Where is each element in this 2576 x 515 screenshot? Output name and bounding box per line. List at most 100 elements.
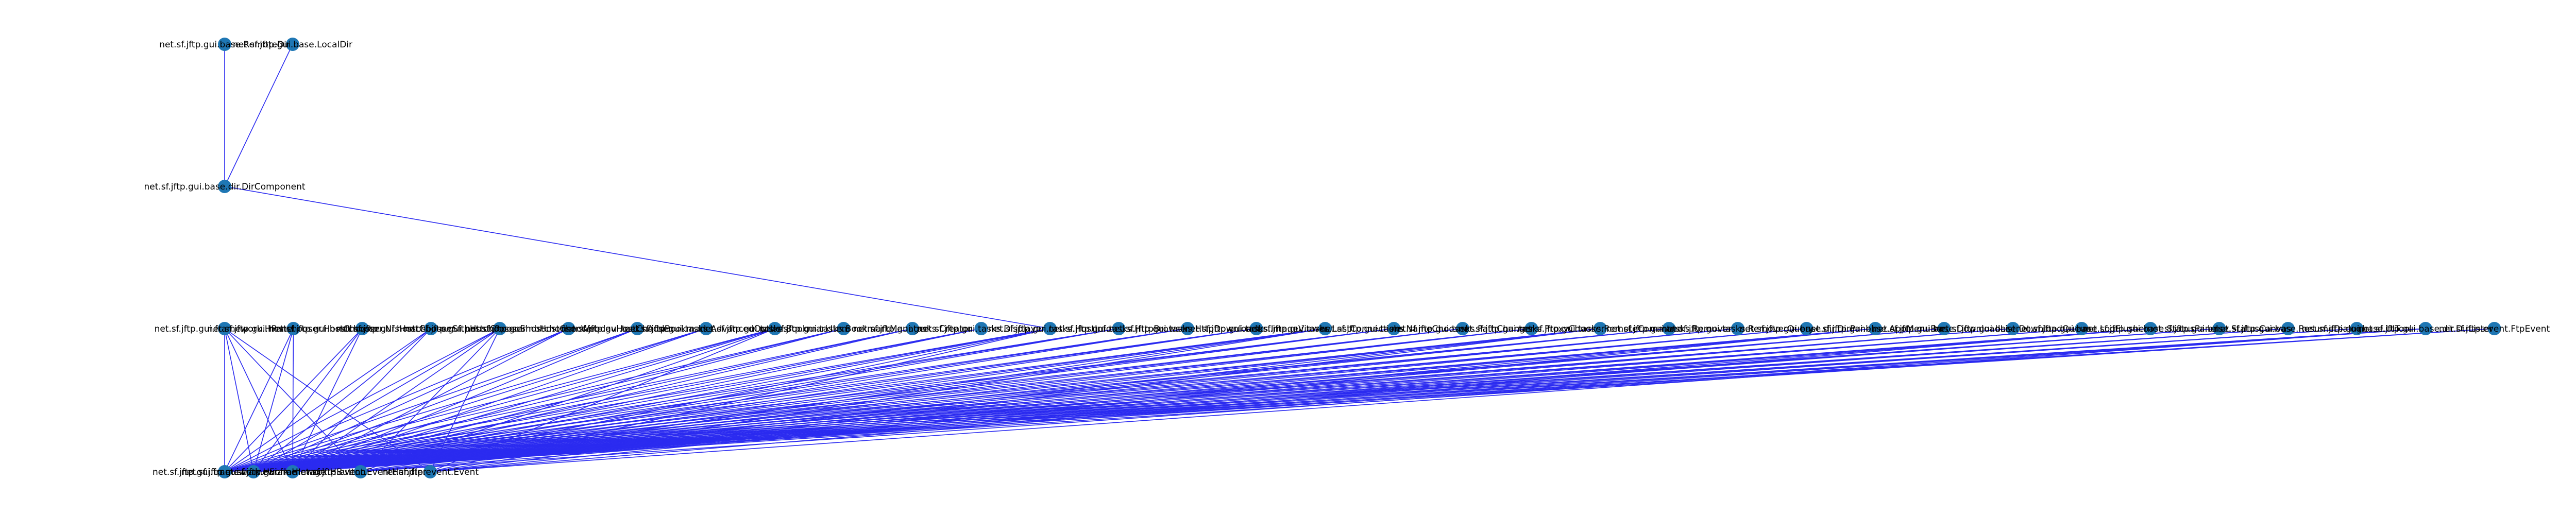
edge-net-sf-jftp-gui-framework-hpanel-to-net-sf-jftp-gui-framework-himage: [224, 328, 254, 472]
node-net-sf-jftp-gui-tasks-displayer: [974, 322, 988, 335]
node-label-net-sf-jftp-gui-tasks-displayer: net.sf.jftp.gui.tasks.Displayer: [918, 324, 1045, 334]
node-label-net-sf-jftp-gui-framework-hbutton: net.sf.jftp.gui.framework.HButton: [219, 467, 366, 477]
node-net-sf-jftp-gui-base-statuscanvas: [2212, 322, 2226, 335]
edge-net-sf-jftp-gui-tasks-bookmarkmanager-to-net-sf-jftp-gui-framework-hframe: [224, 328, 844, 472]
node-label-net-sf-jftp-gui-tasks-removerquery: net.sf.jftp.gui.tasks.RemoverQuery: [1662, 324, 1814, 334]
edge-net-sf-jftp-gui-hostchooser-webdavhostchooser-to-net-sf-jftp-gui-framework-hframe: [224, 328, 569, 472]
node-label-net-sf-jftp-gui-tasks-pathchanger: net.sf.jftp.gui.tasks.PathChanger: [1392, 324, 1534, 334]
node-label-net-sf-jftp-gui-tasks-bookmarkitem: net.sf.jftp.gui.tasks.BookmarkItem: [700, 324, 850, 334]
node-net-sf-jftp-event-event: [423, 465, 437, 478]
node-label-net-sf-jftp-gui-base-dir-dirlister: net.sf.jftp.gui.base.dir.DirLister: [2358, 324, 2493, 334]
node-label-net-sf-jftp-gui-base-appmenubar: net.sf.jftp.gui.base.AppMenuBar: [1805, 324, 1945, 334]
node-label-net-sf-jftp-gui-tasks-remover: net.sf.jftp.gui.tasks.Remover: [1606, 324, 1732, 334]
node-net-sf-jftp-gui-framework-himage: [247, 465, 260, 478]
node-net-sf-jftp-gui-base-remotedir: [218, 38, 231, 51]
node-net-sf-jftp-gui-hostchooser-sftphostchooser: [424, 322, 438, 335]
edge-net-sf-jftp-event-ftpevent-to-net-sf-jftp-gui-framework-hbutton: [292, 328, 2495, 472]
node-net-sf-jftp-gui-tasks-namechooser: [1387, 322, 1401, 335]
node-net-sf-jftp-gui-tasks-creator: [906, 322, 919, 335]
label-layer: net.sf.jftp.gui.base.RemoteDirnet.sf.jft…: [144, 40, 2550, 477]
node-label-net-sf-jftp-gui-base-remotedir: net.sf.jftp.gui.base.RemoteDir: [159, 40, 290, 50]
node-label-net-sf-jftp-event-ftpevent: net.sf.jftp.event.FtpEvent: [2439, 324, 2550, 334]
node-net-sf-jftp-gui-base-statuspanel: [2144, 322, 2157, 335]
node-net-sf-jftp-gui-framework-hbutton: [286, 465, 299, 478]
node-label-net-sf-jftp-gui-framework-himage: net.sf.jftp.gui.framework.HImage: [181, 467, 326, 477]
node-net-sf-jftp-gui-base-dir-dircomponent: [218, 180, 231, 193]
edge-net-sf-jftp-gui-tasks-lastconnections-to-net-sf-jftp-gui-framework-hframe: [224, 328, 1326, 472]
node-net-sf-jftp-gui-tasks-proxychooser: [1524, 322, 1538, 335]
node-net-sf-jftp-gui-tasks-remover: [1662, 322, 1676, 335]
node-net-sf-jftp-gui-tasks-hostinfo: [1043, 322, 1057, 335]
node-label-net-sf-jftp-gui-tasks-proxychooser: net.sf.jftp.gui.tasks.ProxyChooser: [1459, 324, 1605, 334]
node-label-net-sf-jftp-gui-base-uitool: net.sf.jftp.gui.base.UITool: [2302, 324, 2412, 334]
edge-net-sf-jftp-gui-tasks-bookmarkitem-to-net-sf-jftp-gui-framework-hframe: [224, 328, 775, 472]
node-net-sf-jftp-gui-tasks-lastconnections: [1318, 322, 1332, 335]
edge-net-sf-jftp-gui-base-dir-dirlister-to-net-sf-jftp-gui-framework-himage: [253, 328, 2426, 472]
node-net-sf-jftp-gui-tasks-advancedoptions: [699, 322, 713, 335]
edge-layer: [224, 44, 2495, 472]
node-label-net-sf-jftp-gui-base-downloadlist: net.sf.jftp.gui.base.DownloadList: [1873, 324, 2016, 334]
node-net-sf-jftp-gui-base-logflusher: [2075, 322, 2089, 335]
node-label-net-sf-jftp-gui-base-localdir: net.sf.jftp.gui.base.LocalDir: [233, 40, 352, 50]
node-net-sf-jftp-gui-base-localdir: [286, 38, 299, 51]
node-label-net-sf-jftp-gui-base-statuspanel: net.sf.jftp.gui.base.StatusPanel: [2082, 324, 2218, 334]
node-label-net-sf-jftp-event-event: net.sf.jftp.event.Event: [382, 467, 479, 477]
node-net-sf-jftp-gui-base-downloadlist: [1937, 322, 1951, 335]
edge-net-sf-jftp-gui-tasks-addbookmarks-to-net-sf-jftp-gui-framework-hframe: [224, 328, 638, 472]
node-label-net-sf-jftp-gui-tasks-remotecommand: net.sf.jftp.gui.tasks.RemoteCommand: [1518, 324, 1683, 334]
edge-net-sf-jftp-gui-tasks-hostinfo-to-net-sf-jftp-gui-framework-hframe: [224, 328, 1050, 472]
edge-net-sf-jftp-gui-tasks-displayer-to-net-sf-jftp-gui-framework-hframe: [224, 328, 981, 472]
node-label-net-sf-jftp-gui-base-dir-dircomponent: net.sf.jftp.gui.base.dir.DirComponent: [144, 182, 305, 192]
node-label-net-sf-jftp-gui-tasks-hostinfo: net.sf.jftp.gui.tasks.HostInfo: [989, 324, 1111, 334]
node-label-net-sf-jftp-gui-tasks-httpbrowser: net.sf.jftp.gui.tasks.HttpBrowser: [1048, 324, 1189, 334]
node-net-sf-jftp-gui-base-uitool: [2350, 322, 2364, 335]
edge-net-sf-jftp-gui-tasks-advancedoptions-to-net-sf-jftp-gui-framework-hframe: [224, 328, 706, 472]
edge-net-sf-jftp-gui-tasks-creator-to-net-sf-jftp-gui-framework-hframe: [224, 328, 913, 472]
node-net-sf-jftp-gui-hostchooser-nfshostchooser: [355, 322, 369, 335]
edge-net-sf-jftp-gui-tasks-removerquery-to-net-sf-jftp-gui-framework-hframe: [224, 328, 1738, 472]
node-net-sf-jftp-gui-hostchooser-hostchooser: [286, 322, 300, 335]
node-net-sf-jftp-gui-framework-hframe: [218, 465, 231, 478]
node-net-sf-jftp-gui-tasks-bookmarkitem: [768, 322, 782, 335]
node-label-net-sf-jftp-gui-hostchooser-sftphostchooser: net.sf.jftp.gui.hostchooser.SftpHostChoo…: [336, 324, 526, 334]
node-net-sf-jftp-event-ftpevent: [2487, 322, 2501, 335]
node-net-sf-jftp-gui-tasks-httpbrowser: [1112, 322, 1126, 335]
edge-net-sf-jftp-gui-hostchooser-hostchooser-to-net-sf-jftp-gui-framework-himage: [253, 328, 294, 472]
node-net-sf-jftp-gui-framework-hpanel: [218, 322, 231, 335]
node-net-sf-jftp-gui-tasks-remotecommand: [1594, 322, 1607, 335]
edge-localdir-to-dircomponent: [224, 44, 293, 187]
node-label-net-sf-jftp-gui-tasks-httpdownloader: net.sf.jftp.gui.tasks.HttpDownloader: [1109, 324, 1266, 334]
edge-net-sf-jftp-gui-hostchooser-nfshostchooser-to-net-sf-jftp-gui-framework-himage: [253, 328, 363, 472]
edge-net-sf-jftp-gui-hostchooser-smbhostchooser-to-net-sf-jftp-gui-framework-hframe: [224, 328, 500, 472]
node-net-sf-jftp-gui-base-appmenubar: [1869, 322, 1882, 335]
node-label-net-sf-jftp-gui-base-dir-dirpanel: net.sf.jftp.gui.base.dir.DirPanel: [1739, 324, 1873, 334]
edge-net-sf-jftp-gui-hostchooser-sftphostchooser-to-net-sf-jftp-gui-framework-himage: [253, 328, 432, 472]
edge-net-sf-jftp-gui-base-appmenubar-to-net-sf-jftp-gui-framework-hframe: [224, 328, 1876, 472]
node-net-sf-jftp-gui-tasks-addbookmarks: [631, 322, 644, 335]
edge-net-sf-jftp-gui-tasks-httpbrowser-to-net-sf-jftp-gui-framework-hframe: [224, 328, 1119, 472]
node-net-sf-jftp-gui-base-dir-dirlister: [2419, 322, 2432, 335]
edge-net-sf-jftp-event-ftpevent-to-net-sf-jftp-gui-framework-himage: [253, 328, 2495, 472]
node-label-net-sf-jftp-gui-base-statuscanvas: net.sf.jftp.gui.base.StatusCanvas: [2147, 324, 2292, 334]
node-label-net-sf-jftp-gui-base-logflusher: net.sf.jftp.gui.base.LogFlusher: [2016, 324, 2148, 334]
node-label-net-sf-jftp-gui-hostchooser-smbhostchooser: net.sf.jftp.gui.hostchooser.SmbHostChoos…: [404, 324, 596, 334]
node-label-net-sf-jftp-gui-base-downloadqueue: net.sf.jftp.gui.base.DownloadQueue: [1935, 324, 2091, 334]
node-label-net-sf-jftp-gui-tasks-advancedoptions: net.sf.jftp.gui.tasks.AdvancedOptions: [624, 324, 788, 334]
node-net-sf-jftp-gui-base-dir-dirpanel: [1800, 322, 1814, 335]
node-label-net-sf-jftp-gui-tasks-addbookmarks: net.sf.jftp.gui.tasks.AddBookmarks: [561, 324, 713, 334]
node-label-net-sf-jftp-gui-tasks-lastconnections: net.sf.jftp.gui.tasks.LastConnections: [1246, 324, 1404, 334]
edge-net-sf-jftp-gui-tasks-remover-to-net-sf-jftp-gui-framework-hframe: [224, 328, 1669, 472]
edge-net-sf-jftp-gui-hostchooser-hostchooser-to-net-sf-jftp-gui-framework-hframe: [224, 328, 294, 472]
edge-net-sf-jftp-gui-tasks-pathchanger-to-net-sf-jftp-gui-framework-hframe: [224, 328, 1463, 472]
edge-net-sf-jftp-gui-base-dir-dirlister-to-net-sf-jftp-event-event: [430, 328, 2426, 472]
edge-net-sf-jftp-gui-tasks-imageviewer-to-net-sf-jftp-gui-framework-hframe: [224, 328, 1257, 472]
node-net-sf-jftp-gui-tasks-bookmarkmanager: [837, 322, 851, 335]
node-net-sf-jftp-gui-hostchooser-webdavhostchooser: [562, 322, 575, 335]
node-net-sf-jftp-event-eventhandler: [354, 465, 367, 478]
node-label-net-sf-jftp-gui-framework-hframe: net.sf.jftp.gui.framework.HFrame: [152, 467, 297, 477]
edge-net-sf-jftp-gui-tasks-namechooser-to-net-sf-jftp-gui-framework-hframe: [224, 328, 1394, 472]
node-label-net-sf-jftp-gui-tasks-creator: net.sf.jftp.gui.tasks.Creator: [853, 324, 972, 334]
node-layer: [218, 38, 2501, 478]
node-label-net-sf-jftp-gui-hostchooser-hostchooser: net.sf.jftp.gui.hostchooser.HostChooser: [208, 324, 380, 334]
